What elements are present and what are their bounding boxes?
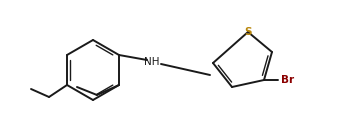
Text: NH: NH	[144, 57, 160, 67]
Text: S: S	[244, 27, 252, 37]
Text: Br: Br	[282, 75, 294, 85]
